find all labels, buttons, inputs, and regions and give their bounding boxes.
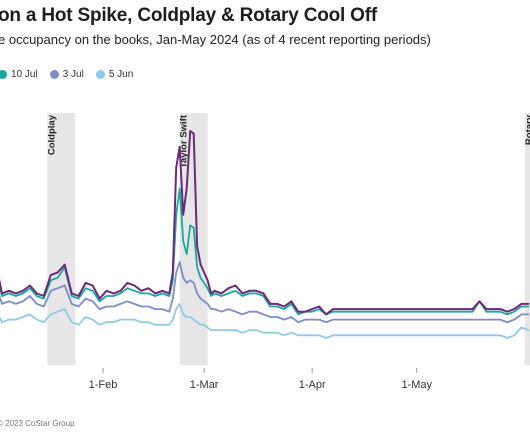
source-note: © 2023 CoStar Group — [0, 419, 75, 428]
legend: 10 Jul 3 Jul 5 Jun — [0, 69, 133, 80]
legend-swatch-10-jul — [0, 70, 7, 79]
series-line-2 — [0, 261, 530, 324]
legend-label-10-jul: 10 Jul — [11, 69, 38, 80]
event-label-1: Taylor Swift — [179, 114, 190, 168]
series-line-1 — [0, 187, 530, 316]
x-tick-label-3: 1-May — [401, 379, 432, 391]
legend-label-5-jun: 5 Jun — [108, 69, 134, 80]
x-tick-label-2: 1-Apr — [299, 379, 326, 391]
legend-label-3-jul: 3 Jul — [62, 69, 84, 80]
chart-subtitle: e occupancy on the books, Jan-May 2024 (… — [0, 32, 431, 47]
legend-swatch-5-jun — [95, 70, 105, 79]
event-band-2 — [524, 113, 530, 365]
x-tick-label-1: 1-Mar — [190, 379, 219, 391]
chart-title: on a Hot Spike, Coldplay & Rotary Cool O… — [0, 5, 378, 26]
legend-item-10-jul[interactable]: 10 Jul — [0, 69, 38, 80]
x-tick-label-0: 1-Feb — [89, 379, 118, 391]
event-label-0: Coldplay — [46, 114, 57, 155]
legend-item-3-jul[interactable]: 3 Jul — [49, 69, 84, 80]
legend-item-5-jun[interactable]: 5 Jun — [95, 69, 134, 80]
series-line-3 — [0, 303, 530, 339]
series-line-0 — [0, 130, 530, 316]
legend-swatch-3-jul — [49, 70, 59, 79]
event-band-0 — [47, 113, 76, 365]
event-label-2: Rotary — [524, 114, 530, 145]
